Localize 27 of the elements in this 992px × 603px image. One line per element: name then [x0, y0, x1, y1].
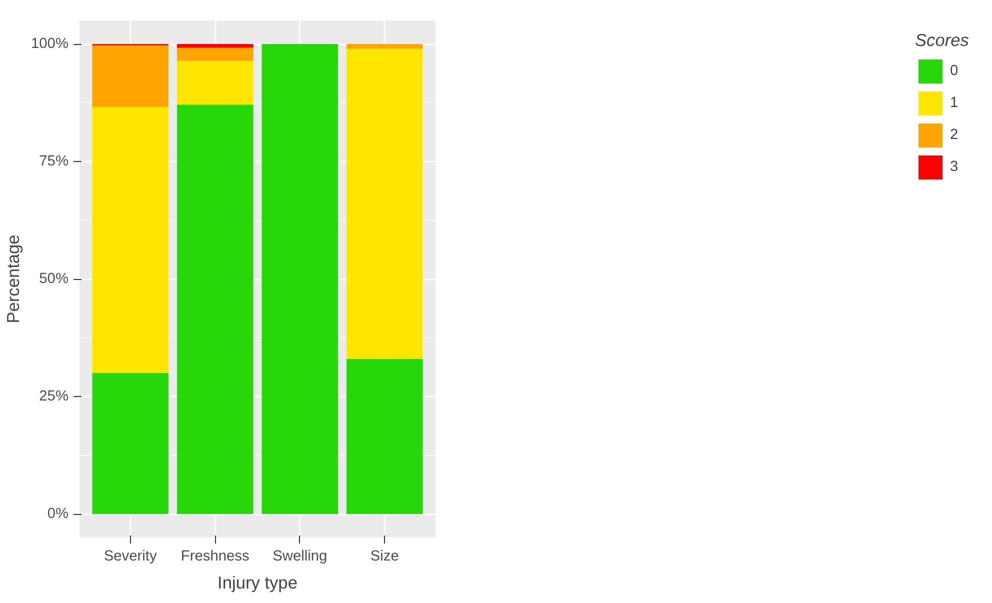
bar — [92, 45, 168, 107]
x-tick-label: Size — [370, 548, 399, 564]
y-tick-label: 50% — [39, 271, 69, 287]
bar — [176, 60, 254, 105]
x-tick-label: Freshness — [180, 548, 250, 564]
y-tick-label: 75% — [39, 154, 69, 170]
legend-title: Scores — [915, 30, 970, 51]
bar — [346, 48, 423, 359]
bar — [262, 44, 338, 514]
x-tick-label: Severity — [104, 548, 158, 564]
y-tick-label: 100% — [31, 36, 69, 52]
y-tick-label: 25% — [39, 388, 69, 404]
bar — [176, 48, 254, 61]
bar — [176, 104, 254, 514]
legend-label: 3 — [950, 159, 960, 175]
bar — [346, 358, 423, 514]
legend-label: 0 — [950, 63, 960, 79]
x-axis-title: Injury type — [218, 572, 298, 592]
bar — [346, 44, 423, 49]
bar — [92, 106, 168, 373]
y-tick-label: 0% — [47, 506, 69, 522]
y-axis-title: Percentage — [3, 234, 24, 324]
legend-label: 1 — [950, 95, 960, 111]
bar — [176, 44, 254, 48]
x-tick-label: Swelling — [272, 548, 328, 564]
legend-label: 2 — [950, 127, 960, 143]
bar — [92, 373, 168, 514]
